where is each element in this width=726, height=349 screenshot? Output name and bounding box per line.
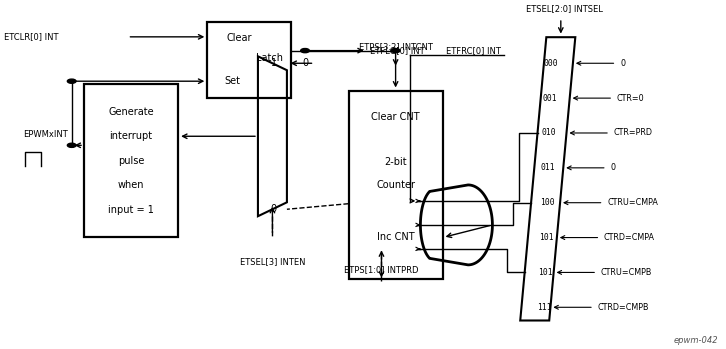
Text: EPWMxINT: EPWMxINT: [23, 131, 68, 139]
Bar: [207, 22, 290, 98]
Text: 010: 010: [542, 128, 556, 138]
Text: CTRU=CMPA: CTRU=CMPA: [607, 198, 658, 207]
Text: Counter: Counter: [376, 180, 415, 190]
Text: 0: 0: [620, 59, 625, 68]
Text: when: when: [118, 180, 144, 190]
Text: 011: 011: [541, 163, 555, 172]
Text: CTR=0: CTR=0: [617, 94, 645, 103]
Text: epwm-042: epwm-042: [674, 336, 718, 345]
Text: 1: 1: [271, 58, 277, 68]
Text: CTR=PRD: CTR=PRD: [613, 128, 653, 138]
Text: ETSEL[2:0] INTSEL: ETSEL[2:0] INTSEL: [526, 4, 603, 13]
Text: ETFLG[0] INT: ETFLG[0] INT: [370, 46, 425, 55]
Text: 0: 0: [302, 58, 308, 68]
Text: 001: 001: [543, 94, 558, 103]
Text: Set: Set: [224, 76, 240, 86]
Text: ETPS[1:0] INTPRD: ETPS[1:0] INTPRD: [344, 266, 419, 275]
Text: Latch: Latch: [256, 53, 283, 63]
Text: 2-bit: 2-bit: [384, 157, 407, 168]
Text: 000: 000: [544, 59, 558, 68]
Bar: [348, 91, 443, 279]
Text: pulse: pulse: [118, 156, 144, 165]
Text: 101: 101: [539, 233, 553, 242]
Circle shape: [68, 143, 76, 147]
Text: ETFRC[0] INT: ETFRC[0] INT: [446, 47, 501, 55]
Text: Clear: Clear: [226, 34, 252, 43]
Text: Generate: Generate: [108, 107, 154, 117]
Text: CTRD=CMPB: CTRD=CMPB: [597, 303, 649, 312]
Text: 0: 0: [611, 163, 616, 172]
Text: 101: 101: [538, 268, 552, 277]
Text: 111: 111: [537, 303, 552, 312]
Bar: [84, 84, 178, 237]
Text: CTRD=CMPA: CTRD=CMPA: [604, 233, 655, 242]
Text: ETPS[3:2] INTCNT: ETPS[3:2] INTCNT: [359, 42, 433, 51]
Text: ETSEL[3] INTEN: ETSEL[3] INTEN: [240, 257, 305, 266]
Text: 0: 0: [271, 204, 277, 214]
Circle shape: [68, 79, 76, 83]
Text: Clear CNT: Clear CNT: [371, 112, 420, 122]
Text: input = 1: input = 1: [108, 205, 154, 215]
Circle shape: [301, 49, 309, 53]
Text: interrupt: interrupt: [110, 131, 152, 141]
Circle shape: [391, 49, 400, 53]
Text: CTRU=CMPB: CTRU=CMPB: [600, 268, 652, 277]
Text: ETCLR[0] INT: ETCLR[0] INT: [4, 32, 59, 41]
Text: Inc CNT: Inc CNT: [377, 232, 415, 243]
Text: 100: 100: [540, 198, 555, 207]
